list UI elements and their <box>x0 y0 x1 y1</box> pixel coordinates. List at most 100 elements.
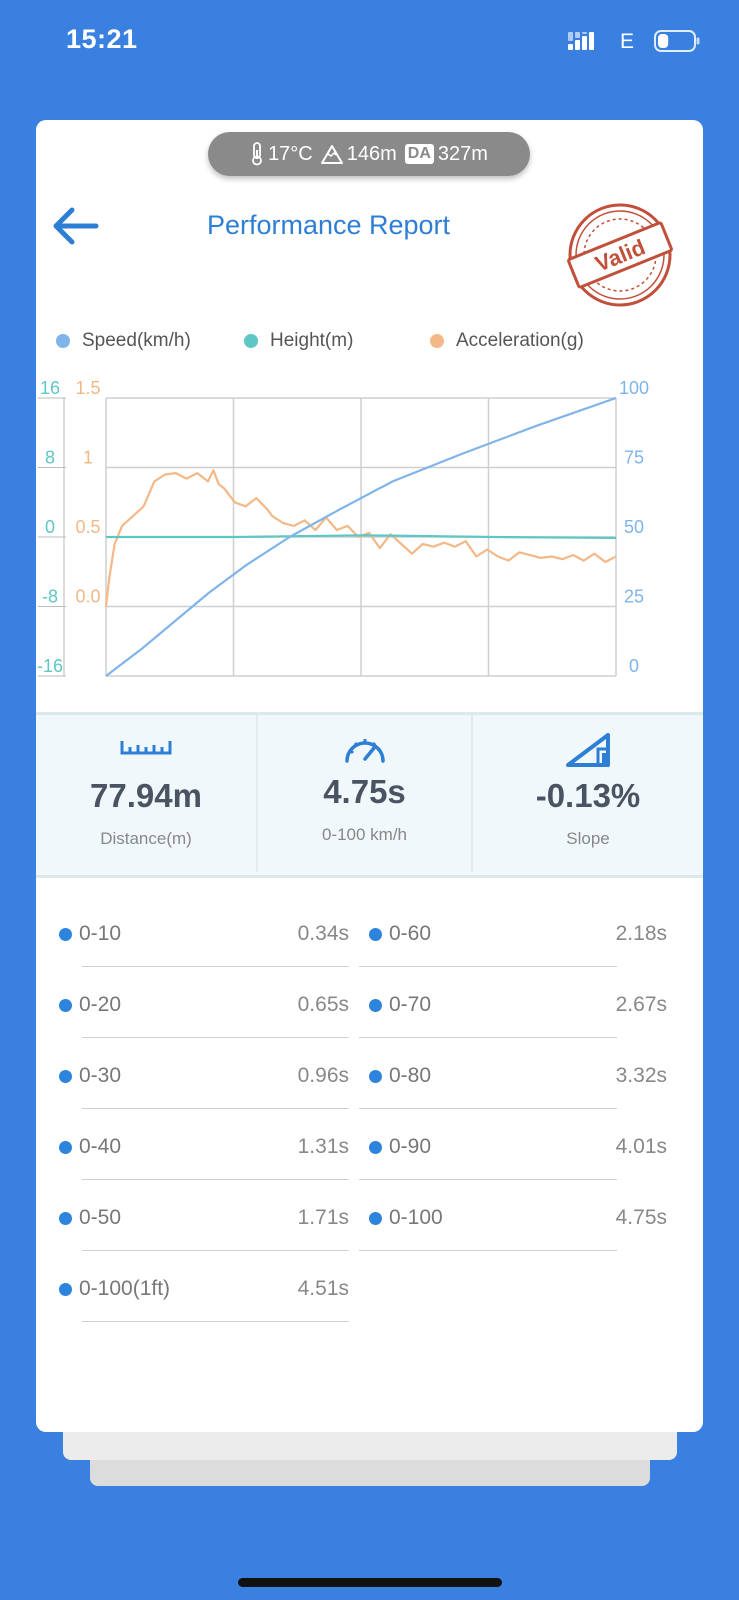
speed-axis-tick-label: 75 <box>624 448 644 468</box>
battery-icon <box>654 30 700 52</box>
status-time: 15:21 <box>66 24 138 54</box>
split-divider <box>359 966 617 967</box>
speed-axis-tick-label: 100 <box>619 378 649 398</box>
split-label: 0-50 <box>79 1206 122 1229</box>
split-value: 1.71s <box>297 1206 349 1229</box>
split-row: 0-20 0.65s <box>59 971 349 1041</box>
split-row: 0-100 4.75s <box>359 1184 667 1254</box>
split-label: 0-60 <box>389 922 432 945</box>
slope-label: Slope <box>566 829 610 848</box>
split-divider <box>359 1179 617 1180</box>
legend-item-acceleration: Acceleration(g) <box>430 330 584 352</box>
speed-series-line <box>105 396 617 677</box>
split-value: 1.31s <box>297 1135 349 1158</box>
signal-strength-icon <box>568 32 594 50</box>
split-dot <box>369 999 382 1012</box>
split-value: 2.67s <box>615 993 667 1016</box>
density-altitude-value: 327m <box>437 142 488 165</box>
legend-label-height: Height(m) <box>270 330 354 351</box>
split-divider <box>359 1250 617 1251</box>
performance-chart: 16 8 0 -8 -16 1.5 1 0.5 0.0 100 75 50 25 0 <box>37 378 649 677</box>
mountain-icon <box>320 145 343 164</box>
height-axis-tick-label: -8 <box>42 587 58 607</box>
split-value: 2.18s <box>615 922 667 945</box>
split-dot <box>369 1070 382 1083</box>
split-row: 0-100(1ft) 4.51s <box>59 1255 349 1325</box>
legend-dot-acceleration <box>430 334 444 348</box>
split-dot <box>369 928 382 941</box>
altitude-value: 146m <box>346 142 397 165</box>
stat-divider <box>471 715 473 872</box>
distance-label: Distance(m) <box>100 829 192 848</box>
stat-divider <box>256 715 258 872</box>
summary-stats-panel: 77.94m Distance(m) 4.75s 0-100 km/h -0.1… <box>36 712 703 878</box>
split-divider <box>359 1037 617 1038</box>
height-series-line <box>106 534 617 539</box>
thermometer-icon <box>252 142 262 166</box>
acceleration-axis-tick-label: 0.0 <box>75 587 100 607</box>
speed-axis-tick-label: 25 <box>624 587 644 607</box>
legend-item-speed: Speed(km/h) <box>56 330 191 352</box>
split-row: 0-80 3.32s <box>359 1042 667 1112</box>
height-axis-tick-label: 0 <box>45 517 55 537</box>
legend-dot-height <box>244 334 258 348</box>
split-label: 0-40 <box>79 1135 122 1158</box>
split-row: 0-50 1.71s <box>59 1184 349 1254</box>
speed-axis-tick-label: 50 <box>624 517 644 537</box>
density-altitude-badge: DA <box>404 144 434 164</box>
report-card: 17°C 146m DA 327m Performance Report Val… <box>36 120 703 1432</box>
height-axis-tick-label: -16 <box>37 656 63 676</box>
split-row: 0-70 2.67s <box>359 971 667 1041</box>
split-dot <box>59 1070 72 1083</box>
ruler-icon <box>120 741 172 755</box>
page-title: Performance Report <box>206 210 451 240</box>
split-value: 0.65s <box>297 993 349 1016</box>
split-label: 0-20 <box>79 993 122 1016</box>
split-divider <box>359 1108 617 1109</box>
legend-label-acceleration: Acceleration(g) <box>456 330 584 351</box>
split-label: 0-30 <box>79 1064 122 1087</box>
legend-dot-speed <box>56 334 70 348</box>
back-arrow-icon <box>53 207 99 245</box>
split-divider <box>82 1037 349 1038</box>
split-label: 0-80 <box>389 1064 432 1087</box>
split-row: 0-60 2.18s <box>359 900 667 970</box>
split-label: 0-10 <box>79 922 122 945</box>
battery-level <box>658 34 669 48</box>
environment-conditions-pill: 17°C 146m DA 327m <box>208 132 530 176</box>
valid-stamp: Valid <box>567 203 673 307</box>
slope-value: -0.13% <box>535 777 641 814</box>
split-label: 0-100 <box>389 1206 443 1229</box>
network-type-label: E <box>620 30 635 53</box>
split-row: 0-90 4.01s <box>359 1113 667 1183</box>
split-dot <box>369 1212 382 1225</box>
temperature-item: 17°C <box>250 142 313 166</box>
height-axis-tick-label: 16 <box>40 378 60 398</box>
split-label: 0-70 <box>389 993 432 1016</box>
split-dot <box>59 928 72 941</box>
back-arrow-button[interactable] <box>52 206 100 246</box>
split-value: 3.32s <box>615 1064 667 1087</box>
split-row: 0-10 0.34s <box>59 900 349 970</box>
speed-axis-tick-label: 0 <box>629 656 639 676</box>
split-divider <box>82 1250 349 1251</box>
stat-slope: -0.13% Slope <box>473 715 703 872</box>
split-dot <box>59 999 72 1012</box>
acceleration-time-label: 0-100 km/h <box>321 825 408 844</box>
chart-legend: Speed(km/h) Height(m) Acceleration(g) <box>56 330 696 360</box>
acceleration-series-line <box>104 469 617 607</box>
split-value: 4.01s <box>615 1135 667 1158</box>
acceleration-axis-tick-label: 0.5 <box>75 517 100 537</box>
home-indicator <box>238 1578 502 1587</box>
split-dot <box>59 1141 72 1154</box>
split-label: 0-100(1ft) <box>79 1277 171 1300</box>
split-divider <box>82 966 349 967</box>
split-dot <box>59 1212 72 1225</box>
slope-icon <box>566 733 610 767</box>
split-value: 4.75s <box>615 1206 667 1229</box>
temperature-value: 17°C <box>268 142 313 165</box>
legend-item-height: Height(m) <box>244 330 353 352</box>
split-row: 0-30 0.96s <box>59 1042 349 1112</box>
split-value: 4.51s <box>297 1277 349 1300</box>
split-label: 0-90 <box>389 1135 432 1158</box>
